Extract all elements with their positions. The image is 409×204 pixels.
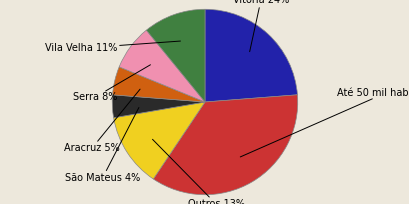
Wedge shape [153,95,297,195]
Text: Vitória 24%: Vitória 24% [232,0,288,52]
Text: Outros 13%: Outros 13% [152,139,244,204]
Text: Serra 8%: Serra 8% [72,65,150,102]
Text: Até 50 mil hab. 36%: Até 50 mil hab. 36% [240,88,409,157]
Text: Aracruz 5%: Aracruz 5% [64,89,140,153]
Wedge shape [204,9,297,102]
Wedge shape [146,9,204,102]
Text: Vila Velha 11%: Vila Velha 11% [45,41,180,53]
Wedge shape [119,30,204,102]
Wedge shape [113,102,204,179]
Text: São Mateus 4%: São Mateus 4% [65,108,140,183]
Wedge shape [112,95,204,118]
Wedge shape [112,67,204,102]
